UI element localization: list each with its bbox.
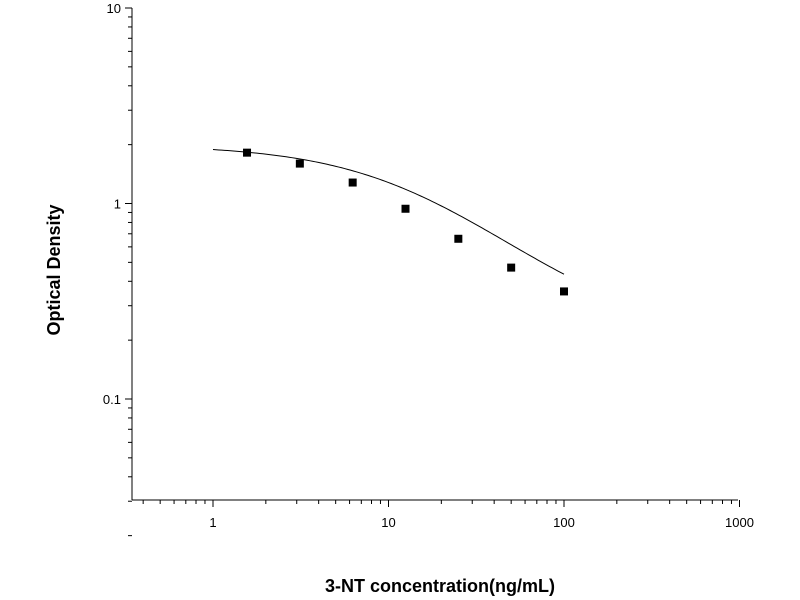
data-point (243, 148, 252, 157)
y-tick-label: 10 (107, 1, 121, 16)
y-tick-label: 0.1 (103, 392, 121, 407)
data-point (401, 204, 410, 213)
data-points-layer (243, 148, 568, 296)
data-point (295, 159, 304, 168)
data-point (507, 263, 516, 272)
fit-curve-layer (212, 149, 565, 275)
y-axis-title: Optical Density (44, 204, 64, 335)
data-point (454, 234, 463, 243)
y-tick-label: 1 (114, 197, 121, 212)
ticks: 1 10 100 1000 0.1 1 10 (103, 1, 754, 537)
x-tick-label: 1000 (725, 515, 754, 530)
x-tick-label: 10 (381, 515, 395, 530)
x-tick-label: 1 (209, 515, 216, 530)
fit-curve (212, 149, 565, 275)
data-point (560, 287, 568, 296)
axes (131, 8, 738, 501)
x-axis-title: 3-NT concentration(ng/mL) (325, 576, 555, 596)
data-point (348, 178, 357, 187)
x-tick-label: 100 (553, 515, 575, 530)
